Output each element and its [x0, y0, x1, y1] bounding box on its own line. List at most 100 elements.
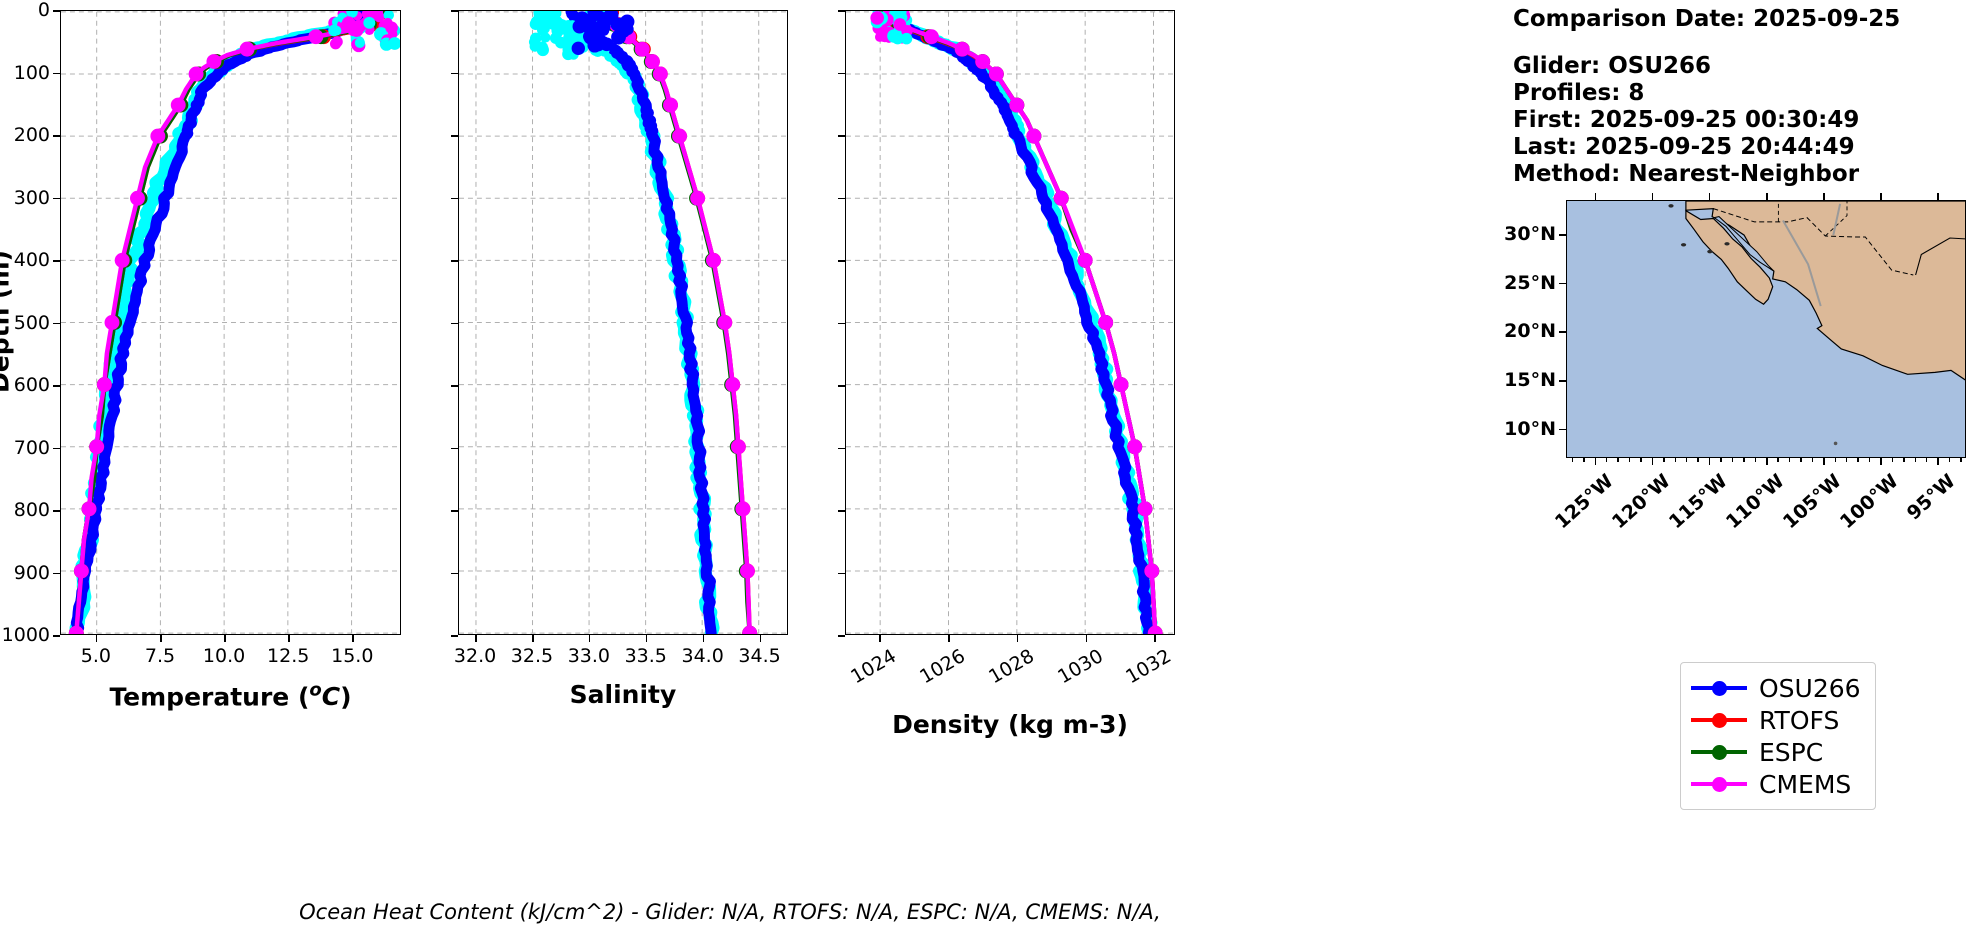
data-marker [717, 315, 733, 330]
glider-scatter-point [559, 38, 571, 49]
data-marker [672, 128, 688, 144]
data-marker [975, 54, 991, 70]
map-x-minor-tick [1846, 458, 1848, 462]
legend-item-cmems[interactable]: CMEMS [1691, 768, 1861, 800]
data-marker [1077, 252, 1093, 268]
x-tick-label: 33.0 [567, 645, 611, 667]
depth-tick-label: 300 [13, 186, 50, 209]
glider-scatter-point [346, 11, 358, 18]
glider-scatter-point [893, 18, 907, 31]
y-tick-mark [838, 72, 845, 75]
glider-scatter-point [586, 27, 598, 39]
x-tick-mark [352, 635, 354, 642]
map-x-top-tick [1766, 193, 1768, 200]
x-tick-label: 5.0 [80, 645, 111, 667]
map-x-tick-mark [1937, 458, 1940, 465]
data-marker [1009, 97, 1025, 113]
map-x-minor-tick [1868, 458, 1871, 462]
mainland-landmass [1685, 201, 1965, 381]
glider-scatter-point [591, 37, 606, 52]
map-x-tick-mark [1823, 458, 1825, 465]
island [1724, 242, 1730, 246]
data-marker [730, 439, 746, 455]
data-marker [114, 252, 130, 268]
salinity-profile-plot [458, 10, 788, 635]
density-axis-title: Density (kg m-3) [892, 710, 1128, 739]
map-latitude-label: 25°N [1504, 271, 1556, 294]
x-tick-mark [1085, 635, 1088, 642]
data-marker [739, 563, 755, 579]
x-tick-label: 10.0 [202, 645, 246, 667]
data-marker [68, 625, 84, 634]
island [1707, 249, 1713, 254]
data-marker [988, 66, 1004, 82]
map-x-top-tick [1937, 193, 1940, 200]
y-tick-mark [838, 135, 845, 137]
data-marker [89, 439, 105, 455]
legend-label: ESPC [1759, 737, 1824, 767]
y-tick-mark [451, 135, 458, 137]
y-tick-mark [838, 447, 845, 450]
glider-scatter-point [540, 23, 550, 34]
map-x-minor-tick [1606, 458, 1608, 462]
legend-marker-icon [1691, 741, 1747, 763]
glider-scatter-point [534, 11, 546, 23]
metadata-spacer [1513, 33, 1900, 53]
legend-item-rtofs[interactable]: RTOFS [1691, 704, 1861, 736]
x-tick-label: 34.5 [738, 645, 781, 667]
state-border [1824, 201, 1848, 237]
map-x-minor-tick [1743, 458, 1745, 462]
baja-california-peninsula [1685, 209, 1774, 305]
glider-scatter-point [328, 24, 340, 37]
glider-scatter-point [331, 36, 343, 48]
legend-dot-swatch [1712, 713, 1727, 728]
glider-scatter-point [540, 32, 551, 43]
metadata-text-block: Comparison Date: 2025-09-25 Glider: OSU2… [1513, 6, 1900, 188]
glider-location-map [1566, 200, 1966, 458]
glider-scatter-point [615, 17, 629, 31]
x-tick-label: 1024 [847, 645, 901, 689]
glider-scatter-point [582, 17, 594, 29]
data-marker [923, 29, 939, 45]
map-latitude-label: 15°N [1504, 369, 1556, 392]
x-tick-label: 1028 [984, 645, 1038, 689]
glider-scatter-point [571, 41, 585, 56]
map-x-minor-tick [1788, 458, 1791, 462]
map-x-minor-tick [1914, 458, 1916, 462]
y-tick-mark [53, 260, 60, 262]
map-x-minor-tick [1811, 458, 1814, 462]
y-tick-mark [838, 510, 845, 512]
legend-item-espc[interactable]: ESPC [1691, 736, 1861, 768]
x-tick-label: 12.5 [267, 645, 310, 667]
y-tick-mark [838, 10, 845, 12]
x-tick-mark [531, 635, 534, 642]
y-tick-mark [53, 197, 60, 200]
glider-scatter-point [587, 11, 599, 18]
x-tick-mark [224, 635, 226, 642]
map-x-top-tick [1651, 193, 1654, 200]
glider-scatter-point [382, 17, 393, 28]
data-marker [954, 41, 970, 57]
map-longitude-label: 95°W [1903, 470, 1961, 525]
gulf-coast [1915, 237, 1965, 276]
y-tick-mark [451, 197, 458, 200]
last-profile-line: Last: 2025-09-25 20:44:49 [1513, 134, 1855, 160]
legend-item-osu266[interactable]: OSU266 [1691, 672, 1861, 704]
map-x-tick-mark [1651, 458, 1654, 465]
map-x-minor-tick [1903, 458, 1905, 462]
island [1680, 243, 1687, 247]
data-marker [644, 54, 660, 70]
map-x-minor-tick [1960, 458, 1962, 462]
glider-scatter-point [529, 32, 542, 45]
legend-label: CMEMS [1759, 769, 1852, 799]
density-profile-plot [845, 10, 1175, 635]
legend-marker-icon [1691, 773, 1747, 795]
y-tick-mark [451, 10, 458, 12]
data-marker [1026, 128, 1042, 144]
map-x-tick-mark [1594, 458, 1597, 465]
map-x-top-tick [1594, 193, 1597, 200]
map-x-minor-tick [1731, 458, 1734, 462]
method-line: Method: Nearest-Neighbor [1513, 161, 1860, 187]
map-latitude-label: 30°N [1504, 223, 1556, 246]
depth-tick-label: 900 [13, 561, 50, 584]
